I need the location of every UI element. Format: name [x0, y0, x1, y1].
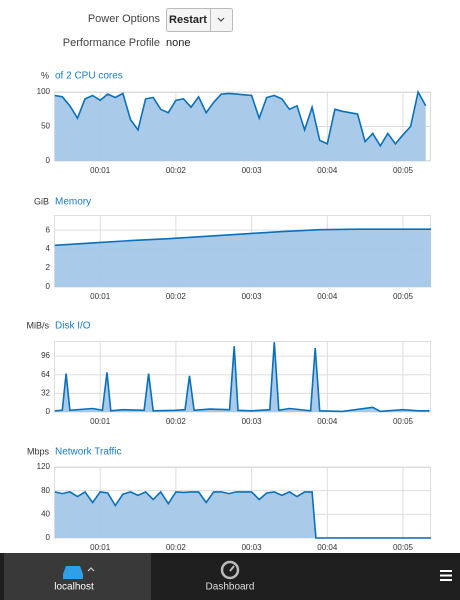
chart-title: Memory — [55, 197, 91, 208]
y-tick-label: 96 — [41, 351, 50, 360]
restart-button[interactable] — [166, 8, 233, 32]
area-line — [54, 89, 427, 148]
x-tick-label: 00:03 — [242, 417, 263, 426]
y-tick-label: 0 — [46, 533, 51, 542]
x-tick-label: 00:04 — [317, 292, 338, 301]
x-tick-label: 00:01 — [90, 417, 111, 426]
y-tick-label: 2 — [46, 263, 51, 272]
dashboard-needle — [229, 565, 235, 572]
y-tick-label: 6 — [46, 225, 51, 234]
y-tick-label: 0 — [46, 407, 51, 416]
y-tick-label: 40 — [41, 509, 50, 518]
x-tick-label: 00:05 — [393, 543, 414, 552]
power-label: Power Options — [88, 13, 161, 25]
x-tick-label: 00:02 — [166, 166, 187, 175]
unit-label: GiB — [34, 196, 49, 206]
area-line — [54, 490, 431, 539]
x-tick-label: 00:04 — [317, 543, 338, 552]
y-tick-label: 80 — [41, 486, 50, 495]
area-line — [54, 342, 430, 413]
x-tick-label: 00:03 — [242, 543, 263, 552]
host-icon — [63, 566, 83, 574]
host-icon-base — [63, 574, 83, 579]
area-line — [54, 228, 431, 247]
x-tick-label: 00:02 — [166, 543, 187, 552]
x-tick-label: 00:02 — [166, 292, 187, 301]
dropdown-caret[interactable] — [217, 17, 225, 22]
x-tick-label: 00:03 — [242, 166, 263, 175]
profile-value[interactable]: none — [166, 37, 190, 49]
x-tick-label: 00:01 — [90, 543, 111, 552]
chart-title: Disk I/O — [55, 321, 91, 332]
unit-label: MiB/s — [27, 320, 50, 330]
x-tick-label: 00:01 — [90, 166, 111, 175]
x-tick-label: 00:03 — [242, 292, 263, 301]
y-tick-label: 32 — [41, 388, 50, 397]
area-fill — [54, 342, 430, 412]
y-tick-label: 4 — [46, 244, 51, 253]
x-tick-label: 00:01 — [90, 292, 111, 301]
x-tick-label: 00:02 — [166, 417, 187, 426]
x-tick-label: 00:05 — [393, 292, 414, 301]
plot-border — [54, 341, 431, 412]
chart-title: Network Traffic — [55, 447, 122, 458]
chart-title: of 2 CPU cores — [55, 71, 123, 82]
x-tick-label: 00:05 — [393, 166, 414, 175]
area-fill — [54, 92, 426, 161]
host-caret — [87, 567, 95, 572]
menu-icon[interactable] — [440, 570, 452, 581]
area-fill — [54, 229, 432, 287]
y-tick-label: 50 — [41, 122, 50, 131]
y-tick-label: 100 — [37, 87, 51, 96]
restart-label[interactable]: Restart — [169, 14, 207, 26]
dashboard-label[interactable]: Dashboard — [206, 582, 255, 593]
unit-label: % — [41, 70, 49, 80]
host-label[interactable]: localhost — [54, 582, 94, 593]
y-tick-label: 0 — [46, 156, 51, 165]
x-tick-label: 00:04 — [317, 166, 338, 175]
dashboard-icon — [220, 560, 240, 580]
charts: % of 2 CPU cores 0 50 100 00:01 00:02 00:03 00:0… — [27, 70, 432, 552]
area-fill — [54, 491, 432, 538]
y-tick-label: 120 — [37, 462, 51, 471]
x-tick-label: 00:05 — [393, 417, 414, 426]
unit-label: Mbps — [27, 446, 50, 456]
y-tick-label: 0 — [46, 282, 51, 291]
x-tick-label: 00:04 — [317, 417, 338, 426]
profile-label: Performance Profile — [63, 37, 160, 49]
y-tick-label: 64 — [41, 370, 50, 379]
